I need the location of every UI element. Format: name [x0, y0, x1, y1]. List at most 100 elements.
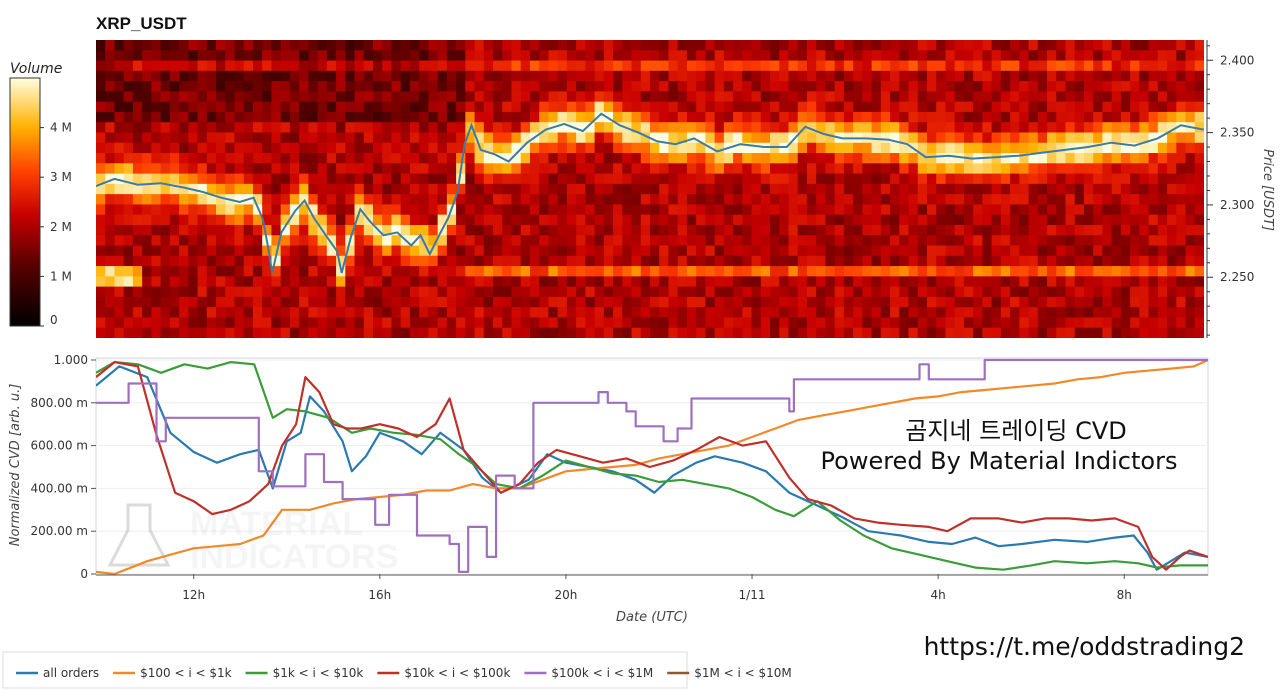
- heatmap-cell: [1093, 286, 1104, 298]
- heatmap-cell: [96, 235, 106, 247]
- heatmap-cell: [243, 163, 254, 175]
- heatmap-cell: [400, 224, 411, 236]
- heatmap-cell: [446, 276, 457, 288]
- heatmap-cell: [696, 296, 706, 308]
- heatmap-cell: [668, 163, 679, 175]
- heatmap-cell: [760, 245, 771, 257]
- heatmap-cell: [373, 132, 383, 144]
- heatmap-cell: [363, 122, 374, 134]
- heatmap-cell: [345, 91, 356, 103]
- heatmap-cell: [169, 307, 180, 319]
- heatmap-cell: [1194, 183, 1204, 195]
- heatmap-cell: [806, 142, 817, 154]
- heatmap-cell: [871, 286, 882, 298]
- heatmap-cell: [825, 214, 836, 226]
- heatmap-cell: [529, 327, 540, 338]
- heatmap-cell: [326, 296, 337, 308]
- heatmap-cell: [326, 214, 337, 226]
- heatmap-cell: [354, 173, 365, 185]
- heatmap-cell: [400, 307, 411, 319]
- heatmap-cell: [308, 40, 319, 51]
- heatmap-cell: [336, 194, 346, 206]
- heatmap-cell: [973, 122, 983, 134]
- heatmap-cell: [945, 204, 956, 216]
- heatmap-cell: [613, 224, 623, 236]
- heatmap-cell: [927, 296, 937, 308]
- heatmap-cell: [483, 142, 494, 154]
- heatmap-cell: [640, 296, 651, 308]
- heatmap-cell: [890, 40, 900, 51]
- heatmap-cell: [96, 81, 106, 92]
- heatmap-cell: [936, 214, 947, 226]
- heatmap-cell: [262, 163, 273, 175]
- heatmap-cell: [216, 111, 226, 123]
- heatmap-cell: [1185, 183, 1196, 195]
- heatmap-cell: [465, 224, 476, 236]
- legend-label: $1k < i < $10k: [273, 666, 364, 680]
- heatmap-cell: [779, 70, 790, 82]
- heatmap-cell: [908, 194, 919, 206]
- heatmap-cell: [169, 81, 180, 92]
- heatmap-cell: [437, 163, 448, 175]
- heatmap-cell: [437, 70, 448, 82]
- heatmap-cell: [105, 307, 116, 319]
- heatmap-cell: [576, 101, 586, 113]
- heatmap-cell: [1093, 183, 1104, 195]
- heatmap-cell: [1139, 317, 1150, 329]
- heatmap-cell: [816, 224, 827, 236]
- heatmap-cell: [779, 317, 790, 329]
- heatmap-cell: [1194, 40, 1204, 51]
- heatmap-cell: [899, 327, 910, 338]
- heatmap-cell: [705, 245, 716, 257]
- heatmap-cell: [1185, 194, 1196, 206]
- heatmap-cell: [373, 317, 383, 329]
- heatmap-cell: [908, 245, 919, 257]
- heatmap-cell: [363, 142, 374, 154]
- heatmap-cell: [142, 327, 152, 338]
- telegram-link[interactable]: https://t.me/oddstrading2: [924, 632, 1245, 661]
- heatmap-cell: [871, 307, 882, 319]
- heatmap-cell: [243, 317, 254, 329]
- heatmap-cell: [927, 235, 937, 247]
- heatmap-cell: [613, 214, 623, 226]
- heatmap-cell: [419, 132, 429, 144]
- heatmap-cell: [206, 40, 217, 51]
- heatmap-cell: [1056, 327, 1067, 338]
- heatmap-cell: [520, 276, 531, 288]
- heatmap-cell: [234, 101, 245, 113]
- heatmap-cell: [345, 81, 356, 92]
- heatmap-cell: [289, 111, 300, 123]
- heatmap-cell: [594, 224, 605, 236]
- heatmap-cell: [973, 235, 983, 247]
- heatmap-cell: [1047, 142, 1057, 154]
- heatmap-cell: [446, 327, 457, 338]
- heatmap-cell: [539, 214, 550, 226]
- heatmap-cell: [806, 327, 817, 338]
- heatmap-cell: [465, 132, 476, 144]
- heatmap-cell: [216, 60, 226, 72]
- heatmap-cell: [1194, 132, 1204, 144]
- heatmap-cell: [419, 286, 429, 298]
- heatmap-cell: [843, 122, 854, 134]
- heatmap-cell: [1010, 296, 1020, 308]
- heatmap-cell: [723, 81, 734, 92]
- heatmap-cell: [825, 111, 836, 123]
- heatmap-cell: [696, 173, 706, 185]
- heatmap-cell: [548, 276, 559, 288]
- heatmap-cell: [686, 255, 697, 267]
- heatmap-cell: [308, 327, 319, 338]
- heatmap-cell: [548, 255, 559, 267]
- heatmap-cell: [908, 317, 919, 329]
- heatmap-cell: [723, 224, 734, 236]
- heatmap-cell: [566, 286, 577, 298]
- heatmap-cell: [539, 81, 550, 92]
- heatmap-cell: [1148, 204, 1159, 216]
- heatmap-cell: [363, 101, 374, 113]
- heatmap-cell: [114, 183, 125, 195]
- heatmap-cell: [723, 214, 734, 226]
- heatmap-cell: [862, 214, 873, 226]
- heatmap-cell: [169, 235, 180, 247]
- heatmap-cell: [742, 91, 753, 103]
- heatmap-cell: [252, 111, 263, 123]
- heatmap-cell: [354, 70, 365, 82]
